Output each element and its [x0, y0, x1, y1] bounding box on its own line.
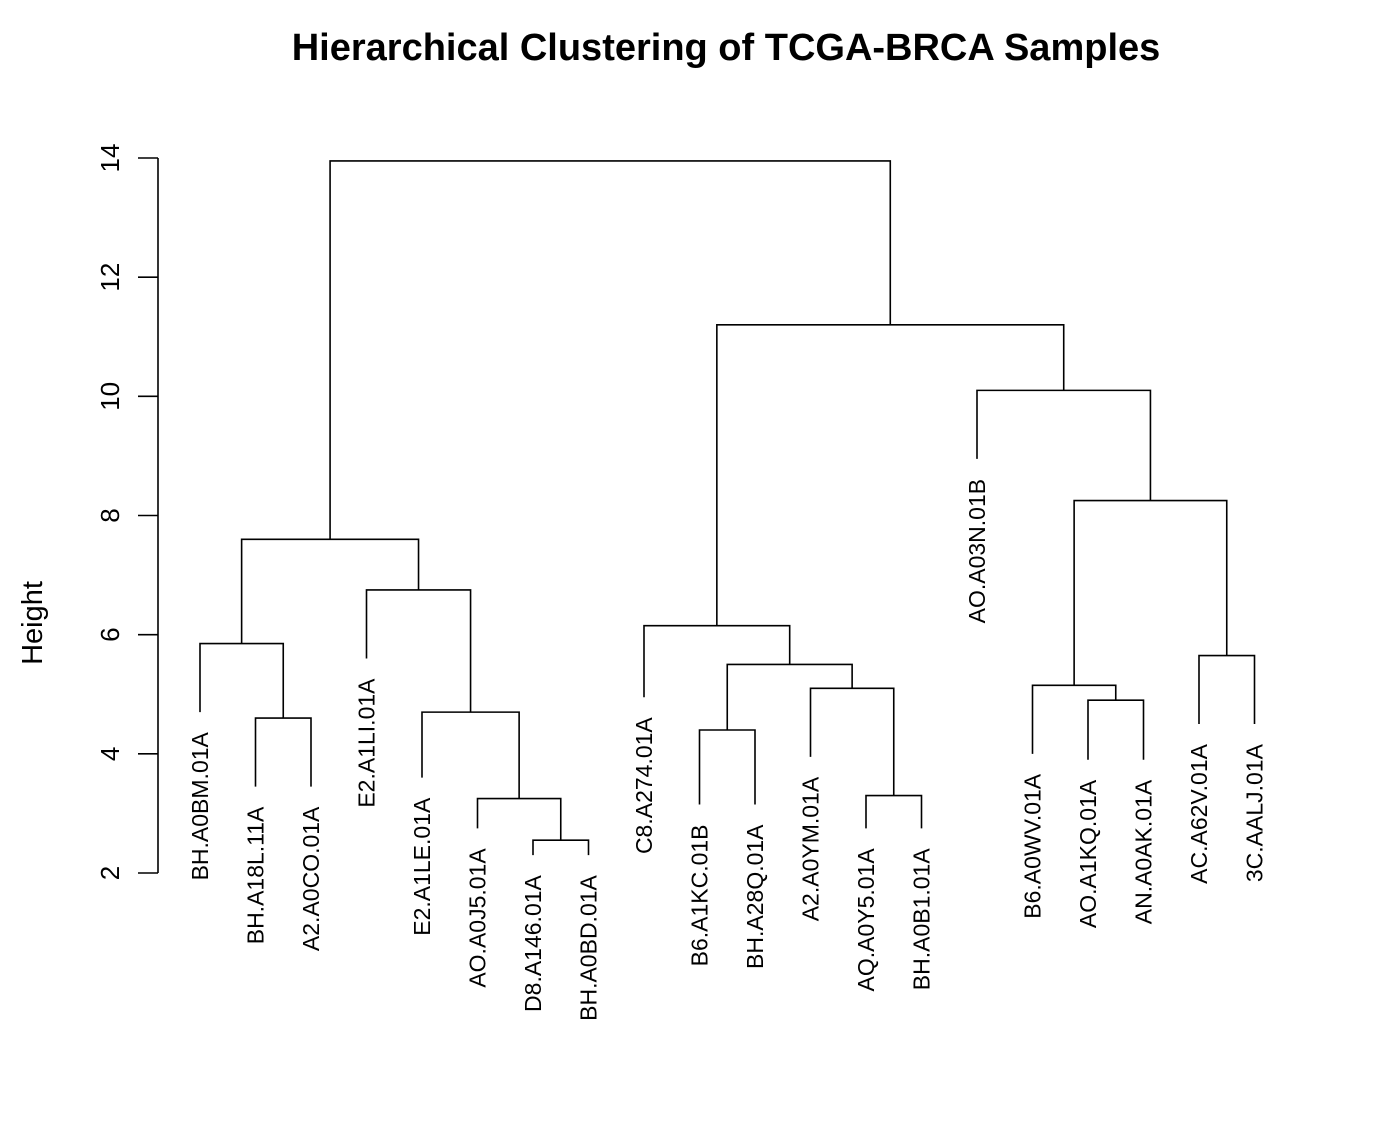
leaf-label: AN.A0AK.01A — [1131, 779, 1157, 924]
y-tick-label: 4 — [95, 747, 125, 761]
leaf-label: 3C.AALJ.01A — [1242, 743, 1268, 882]
leaf-label: AQ.A0Y5.01A — [853, 848, 879, 992]
y-axis: 2 4 6 8 10 12 14 — [95, 144, 159, 880]
dendrogram-branch — [532, 839, 590, 856]
dendrogram-branch — [809, 687, 895, 796]
dendrogram-branch — [976, 389, 1152, 501]
dendrogram-branch — [254, 717, 312, 787]
y-tick-label: 2 — [95, 866, 125, 880]
y-tick-label: 10 — [95, 382, 125, 411]
leaf-label: D8.A146.01A — [520, 874, 546, 1011]
dendrogram-branches — [199, 160, 1256, 856]
y-tick-label: 6 — [95, 627, 125, 641]
leaf-label: AO.A0J5.01A — [465, 848, 491, 988]
dendrogram-branch — [1073, 499, 1228, 686]
chart-title: Hierarchical Clustering of TCGA-BRCA Sam… — [292, 27, 1161, 69]
leaf-labels: BH.A0BM.01A BH.A18L.11A A2.A0CO.01A E2.A1LI… — [187, 479, 1268, 1021]
leaf-label: BH.A0BM.01A — [187, 731, 213, 880]
leaf-label: BH.A18L.11A — [243, 806, 269, 944]
y-axis-label: Height — [17, 581, 49, 665]
dendrogram-branch — [726, 663, 853, 730]
dendrogram-branch — [365, 589, 472, 713]
leaf-label: BH.A0BD.01A — [576, 874, 602, 1020]
dendrogram-branch — [199, 642, 285, 719]
dendrogram-branch — [716, 324, 1065, 626]
dendrogram-branch — [643, 624, 791, 698]
y-tick-label: 12 — [95, 263, 125, 292]
dendrogram-branch — [476, 797, 562, 841]
leaf-label: C8.A274.01A — [631, 717, 657, 854]
leaf-label: AO.A03N.01B — [964, 479, 990, 623]
leaf-label: A2.A0YM.01A — [798, 776, 824, 921]
leaf-label: B6.A1KC.01B — [687, 824, 713, 966]
leaf-label: BH.A28Q.01A — [742, 824, 768, 969]
dendrogram-branch — [1198, 654, 1256, 725]
dendrogram-branch — [421, 711, 520, 799]
leaf-label: AC.A62V.01A — [1186, 743, 1212, 883]
leaf-label: A2.A0CO.01A — [298, 806, 324, 951]
y-tick-label: 14 — [95, 144, 125, 173]
leaf-label: E2.A1LE.01A — [409, 797, 435, 936]
leaf-label: BH.A0B1.01A — [909, 848, 935, 991]
dendrogram-branch — [865, 794, 923, 829]
leaf-label: E2.A1LI.01A — [354, 678, 380, 808]
dendrogram-branch — [1031, 684, 1117, 754]
y-tick-label: 8 — [95, 508, 125, 522]
dendrogram-branch — [698, 729, 756, 805]
leaf-label: AO.A1KQ.01A — [1075, 779, 1101, 928]
dendrogram-branch — [240, 538, 420, 644]
dendrogram-branch — [1087, 699, 1145, 760]
leaf-label: B6.A0WV.01A — [1020, 773, 1046, 919]
dendrogram-branch — [329, 160, 892, 540]
